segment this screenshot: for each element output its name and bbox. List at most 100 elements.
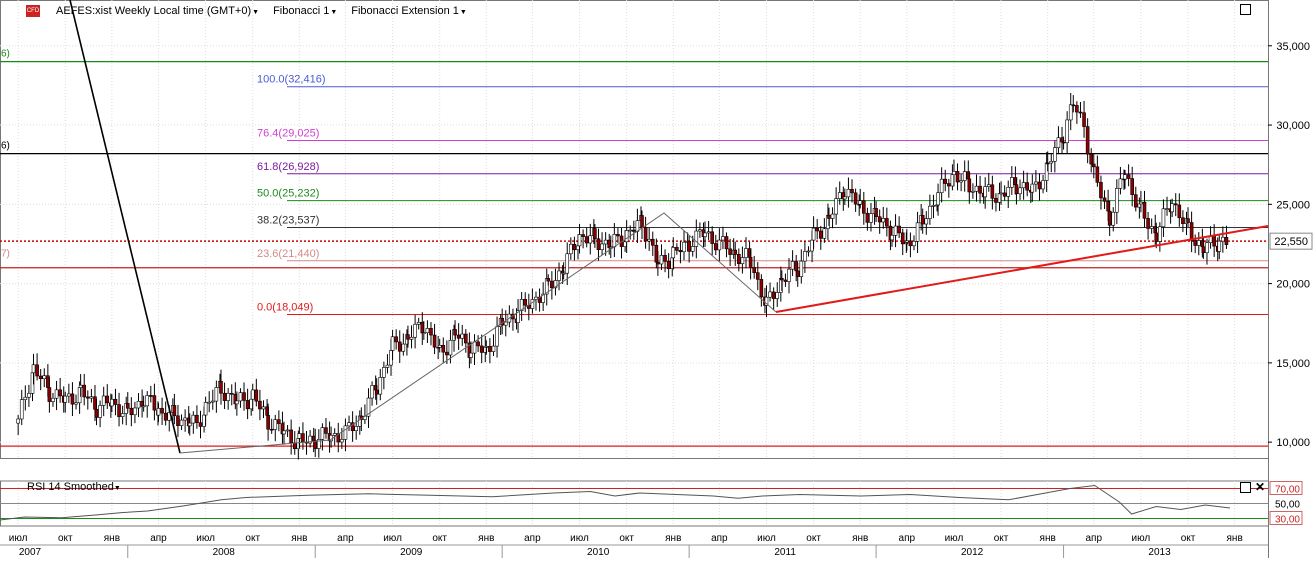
candle-body: [936, 192, 940, 206]
candle-body: [569, 243, 573, 255]
left-edge-label: 7): [1, 248, 10, 259]
month-tick-label: апр: [899, 533, 916, 544]
study-fibonacci[interactable]: Fibonacci 1▼: [273, 5, 337, 17]
fibonacci-level-label: 50.0(25,232): [257, 188, 319, 200]
candle-body: [843, 196, 847, 200]
candle-body: [394, 336, 398, 343]
candle-body: [1130, 178, 1134, 195]
candle-body: [593, 228, 597, 240]
candle-body: [172, 405, 177, 417]
candle-body: [748, 257, 753, 268]
month-tick-label: янв: [665, 533, 681, 544]
candle-body: [897, 225, 901, 234]
fibonacci-level-label: 61.8(26,928): [257, 161, 319, 173]
candle-body: [453, 329, 457, 336]
candle-body: [503, 321, 508, 326]
year-label: 2013: [1148, 547, 1171, 558]
candle-body: [616, 234, 620, 237]
candle-body: [254, 389, 259, 402]
candle-body: [1161, 208, 1166, 228]
candle-body: [176, 415, 180, 426]
candle-body: [347, 422, 351, 427]
current-price-label: 22,550: [1274, 236, 1308, 248]
candle-body: [955, 171, 960, 183]
candle-body: [561, 272, 566, 275]
candle-body: [464, 333, 468, 344]
chevron-down-icon: ▼: [252, 9, 260, 16]
candle-body: [1158, 226, 1162, 242]
study-label: Fibonacci Extension 1: [351, 5, 459, 17]
candle-body: [422, 332, 426, 335]
candle-body: [179, 419, 184, 426]
candle-body: [1006, 187, 1011, 197]
chevron-down-icon: ▼: [330, 9, 338, 16]
fibonacci-level-label: 76.4(29,025): [257, 128, 319, 140]
cfd-icon: CFD: [26, 5, 40, 17]
candle-body: [1082, 112, 1086, 127]
price-pane-frame: [0, 0, 1269, 459]
candle-body: [834, 198, 838, 215]
month-tick-label: апр: [524, 533, 541, 544]
rsi-maximize-button[interactable]: [1240, 482, 1251, 493]
candle-body: [413, 323, 417, 338]
candle-body: [16, 418, 20, 424]
candle-body: [943, 178, 948, 184]
candle-body: [479, 345, 484, 353]
candle-body: [250, 389, 255, 400]
candle-body: [703, 232, 707, 237]
candle-body: [332, 433, 337, 436]
candle-body: [971, 190, 975, 193]
candle-body: [713, 243, 718, 251]
candle-body: [952, 171, 956, 175]
candle-body: [803, 251, 807, 262]
candle-body: [811, 227, 816, 241]
study-fibonacci-extension[interactable]: Fibonacci Extension 1▼: [351, 5, 467, 17]
month-tick-label: янв: [852, 533, 868, 544]
candle-body: [1102, 197, 1107, 202]
candle-body: [273, 419, 278, 430]
fibonacci-level-label: 23.6(21,440): [257, 248, 319, 260]
candle-body: [163, 412, 168, 421]
candle-body: [416, 322, 421, 325]
candle-body: [289, 429, 293, 443]
candle-body: [370, 385, 374, 399]
candle-body: [82, 384, 87, 398]
candle-body: [682, 241, 686, 253]
candle-body: [632, 229, 636, 232]
candle-body: [456, 334, 461, 339]
candle-body: [203, 402, 208, 416]
rsi-close-icon[interactable]: ✕: [1255, 480, 1266, 494]
candle-body: [277, 419, 281, 424]
symbol-title[interactable]: AEFES:xist Weekly Local time (GMT+0)▼: [56, 5, 259, 17]
candle-body: [1186, 218, 1190, 223]
candle-body: [1053, 147, 1057, 162]
maximize-button[interactable]: [1240, 4, 1251, 15]
month-tick-label: окт: [994, 533, 1009, 544]
candle-body: [120, 413, 125, 417]
candle-body: [999, 192, 1003, 195]
candle-body: [1099, 182, 1103, 199]
year-label: 2009: [400, 547, 423, 558]
support-trend-line: [775, 225, 1269, 313]
candle-body: [837, 192, 842, 199]
candle-body: [23, 396, 28, 400]
rsi-indicator-title[interactable]: RSI 14 Smoothed▼: [27, 481, 121, 493]
rsi-label: RSI 14 Smoothed: [27, 481, 114, 493]
candle-body: [1111, 211, 1116, 226]
candle-body: [401, 343, 406, 352]
symbol-label: AEFES:xist: [56, 5, 112, 17]
candle-body: [313, 440, 318, 449]
candle-body: [624, 230, 629, 243]
candle-body: [656, 261, 660, 265]
candle-body: [603, 239, 608, 245]
candle-body: [219, 380, 223, 394]
candle-body: [340, 439, 344, 443]
candle-body: [787, 268, 791, 282]
candle-body: [663, 255, 667, 262]
month-tick-label: апр: [1086, 533, 1103, 544]
candle-body: [229, 392, 234, 395]
candle-body: [89, 396, 94, 399]
timezone-label: Local time (GMT+0): [153, 5, 252, 17]
current-price-box: [1269, 232, 1313, 250]
price-tick-label: 25,000: [1276, 199, 1310, 211]
